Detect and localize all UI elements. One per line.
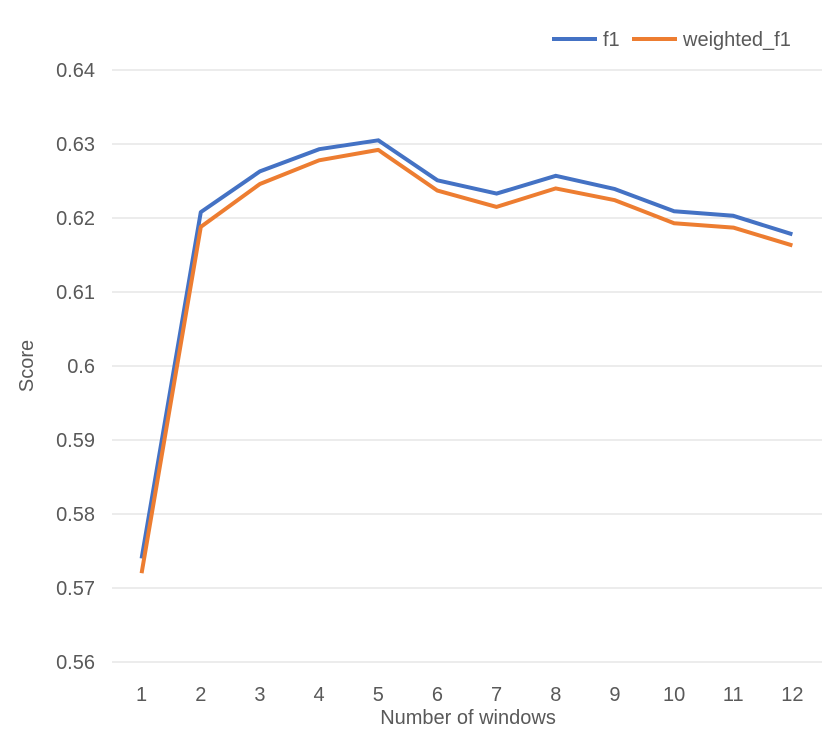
y-tick-label: 0.62: [56, 208, 95, 230]
y-tick-label: 0.6: [67, 356, 95, 378]
y-axis-ticks: 0.56 0.57 0.58 0.59 0.6 0.61 0.62 0.63 0.64: [56, 60, 95, 674]
gridlines: [112, 69, 822, 663]
x-tick-label: 6: [432, 684, 443, 706]
y-axis-title: Score: [16, 340, 38, 392]
y-tick-label: 0.63: [56, 134, 95, 156]
series-line-f1: [139, 138, 793, 559]
x-axis-title: Number of windows: [380, 707, 556, 729]
legend-label-f1: f1: [603, 29, 620, 51]
x-tick-label: 2: [195, 684, 206, 706]
y-tick-label: 0.57: [56, 578, 95, 600]
legend-label-weighted-f1: weighted_f1: [682, 29, 791, 51]
x-tick-label: 9: [609, 684, 620, 706]
x-tick-label: 7: [491, 684, 502, 706]
series-lines: [139, 138, 793, 574]
x-tick-label: 1: [136, 684, 147, 706]
x-tick-label: 12: [781, 684, 803, 706]
x-tick-label: 10: [663, 684, 685, 706]
x-tick-label: 11: [723, 684, 744, 706]
y-tick-label: 0.61: [56, 282, 95, 304]
series-line-weighted-f1: [139, 147, 793, 574]
x-tick-label: 4: [314, 684, 325, 706]
y-tick-label: 0.58: [56, 504, 95, 526]
x-axis-ticks: 1 2 3 4 5 6 7 8 9 10 11 12: [136, 684, 804, 706]
y-tick-label: 0.56: [56, 652, 95, 674]
legend: f1 weighted_f1: [552, 29, 791, 51]
x-tick-label: 5: [373, 684, 384, 706]
x-tick-label: 3: [254, 684, 265, 706]
x-tick-label: 8: [550, 684, 561, 706]
y-tick-label: 0.64: [56, 60, 95, 82]
y-tick-label: 0.59: [56, 430, 95, 452]
